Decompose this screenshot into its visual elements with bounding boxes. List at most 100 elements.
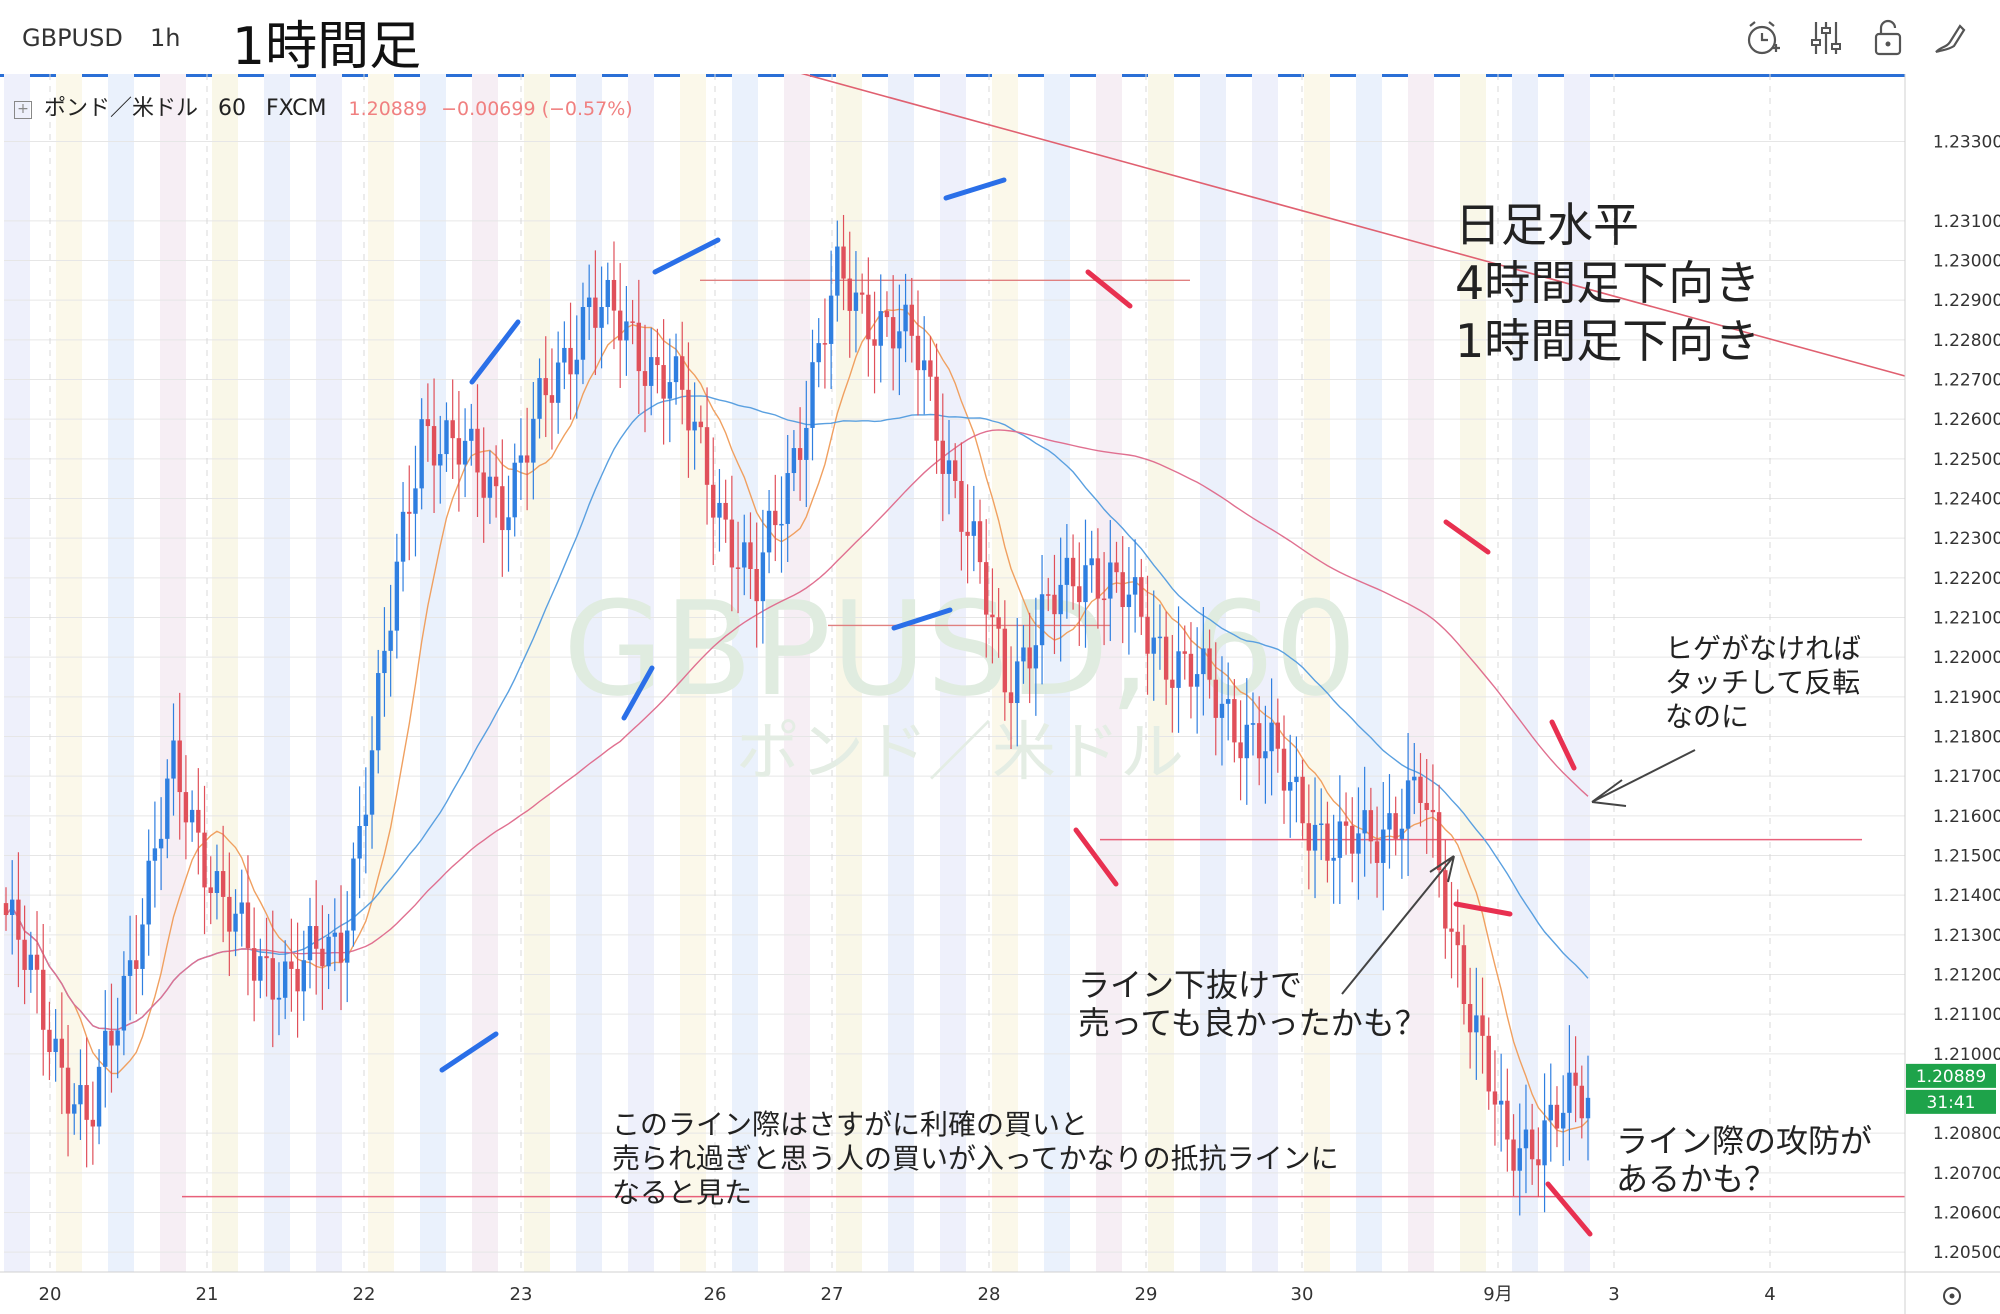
candle-body: [785, 473, 790, 524]
candle-body: [1139, 577, 1144, 617]
horizontal-lines: [182, 74, 1906, 1198]
expand-icon[interactable]: +: [14, 101, 32, 119]
candle-body: [493, 476, 499, 487]
candle-body: [1021, 647, 1026, 662]
candle-body: [1505, 1100, 1510, 1140]
candle-body: [1548, 1104, 1553, 1121]
axes: 1.23300 1.23100 1.23000 1.22900 1.22800 1.227…: [0, 74, 2000, 1314]
candle-body: [227, 896, 232, 932]
candle-body: [704, 427, 710, 485]
candle-body: [1182, 651, 1187, 654]
legend-price: 1.20889: [348, 98, 428, 120]
candle-body: [301, 960, 306, 992]
candle-body: [1157, 636, 1163, 639]
candle-body: [984, 562, 989, 615]
candle-body: [47, 1029, 52, 1053]
red-annotation-stroke: [1549, 719, 1577, 771]
price-tick-label: 1.23100: [1933, 212, 2000, 232]
candle-body: [605, 279, 610, 308]
candle-body: [549, 395, 555, 403]
candle-body: [96, 1066, 102, 1127]
candle-body: [835, 246, 840, 296]
down-trendline: [800, 74, 1906, 377]
candle-body: [661, 365, 666, 399]
candle-body: [53, 1038, 58, 1053]
candle-body: [1554, 1104, 1560, 1129]
price-tick-label: 1.22900: [1933, 291, 2000, 311]
candle-body: [127, 960, 133, 976]
session-band: [940, 74, 966, 1272]
candle-body: [686, 389, 691, 431]
candle-body: [773, 510, 778, 526]
session-band: [732, 74, 758, 1272]
price-tick-label: 1.22200: [1933, 569, 2000, 589]
lock-icon[interactable]: [1868, 18, 1908, 58]
candle-body: [810, 362, 815, 428]
price-tag-bg: [1906, 1063, 1996, 1088]
page-title: 1時間足: [232, 17, 422, 77]
candle-body: [307, 926, 313, 961]
candle-body: [152, 848, 158, 861]
settings-icon[interactable]: [1943, 1287, 1961, 1305]
candle-body: [1325, 823, 1330, 861]
candle-body: [934, 376, 939, 441]
candle-body: [345, 930, 350, 963]
candle-body: [78, 1085, 83, 1105]
candle-body: [196, 809, 201, 833]
time-tick-label: 30: [1291, 1284, 1314, 1305]
candle-body: [444, 420, 449, 455]
session-band: [1252, 74, 1278, 1272]
price-tick-label: 1.21100: [1933, 1005, 2000, 1025]
red-annotation-stroke: [1443, 519, 1491, 555]
red-annotation-stroke: [1545, 1181, 1593, 1237]
session-band: [784, 74, 810, 1272]
alarm-icon[interactable]: [1742, 18, 1782, 58]
candle-body: [1511, 1139, 1516, 1171]
watermark-main: GBPUSD, 60: [563, 573, 1357, 725]
candle-body: [655, 357, 660, 366]
candle-body: [953, 460, 958, 482]
countdown-bg: [1906, 1089, 1996, 1114]
ma-slow-line: [5, 429, 1589, 1031]
candle-body: [667, 382, 673, 399]
candle-body: [1492, 1091, 1498, 1105]
candle-body: [326, 936, 331, 967]
indicator-settings-icon[interactable]: [1806, 18, 1846, 58]
watermark-sub: ポンド／米ドル: [736, 716, 1184, 790]
time-tick-label: 29: [1135, 1284, 1158, 1305]
time-tick-label: 21: [196, 1284, 219, 1305]
price-chart[interactable]: GBPUSD, 60 ポンド／米ドル 1.23300 1.23100 1.23000…: [0, 74, 2000, 1314]
price-tick-label: 1.22300: [1933, 529, 2000, 549]
candle-body: [475, 428, 480, 473]
candle-body: [1039, 594, 1045, 646]
interval-label[interactable]: 1h: [150, 24, 181, 52]
candle-body: [289, 961, 294, 969]
candle-body: [1244, 724, 1249, 759]
candle-body: [692, 421, 697, 431]
candle-body: [884, 311, 890, 318]
symbol-label[interactable]: GBPUSD: [22, 24, 123, 52]
candle-body: [1300, 776, 1305, 824]
candle-body: [165, 778, 170, 839]
candle-body: [295, 968, 300, 992]
blue-annotation-stroke: [943, 177, 1007, 201]
session-band: [368, 74, 394, 1272]
candle-body: [804, 427, 809, 460]
drawing-tool-icon[interactable]: [1930, 18, 1970, 58]
candle-body: [72, 1104, 77, 1114]
candle-body: [698, 421, 704, 428]
candle-body: [1232, 699, 1237, 743]
session-band: [1460, 74, 1486, 1272]
candle-body: [1399, 828, 1405, 839]
candle-body: [332, 932, 338, 937]
candle-body: [878, 311, 883, 346]
session-band: [212, 74, 238, 1272]
candle-body: [717, 502, 722, 518]
time-tick-label: 9月: [1483, 1284, 1512, 1305]
session-band: [160, 74, 186, 1272]
candle-body: [1170, 679, 1175, 688]
candle-body: [481, 472, 486, 498]
candle-body: [1194, 674, 1200, 687]
price-tick-label: 1.20800: [1933, 1124, 2000, 1144]
candle-body: [754, 568, 759, 602]
